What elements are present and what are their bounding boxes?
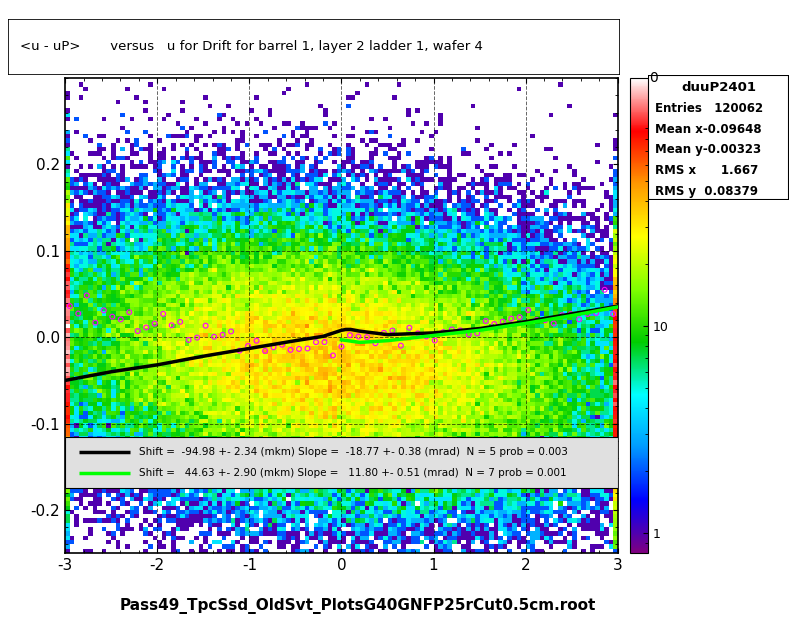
- Point: [258, 346, 271, 356]
- Point: [581, 309, 594, 319]
- Text: Entries   120062: Entries 120062: [655, 102, 763, 115]
- Point: [309, 337, 322, 347]
- Point: [149, 319, 161, 329]
- Point: [267, 342, 280, 352]
- Point: [394, 341, 407, 351]
- Text: Shift =   44.63 +- 2.90 (mkm) Slope =   11.80 +- 0.51 (mrad)  N = 7 prob = 0.001: Shift = 44.63 +- 2.90 (mkm) Slope = 11.8…: [139, 468, 567, 478]
- Point: [547, 319, 560, 329]
- Text: Pass49_TpcSsd_OldSvt_PlotsG40GNFP25rCut0.5cm.root: Pass49_TpcSsd_OldSvt_PlotsG40GNFP25rCut0…: [119, 598, 596, 614]
- Point: [564, 309, 577, 319]
- Text: Shift =  -94.98 +- 2.34 (mkm) Slope =  -18.77 +- 0.38 (mrad)  N = 5 prob = 0.003: Shift = -94.98 +- 2.34 (mkm) Slope = -18…: [139, 447, 568, 457]
- Point: [335, 341, 347, 351]
- Point: [89, 318, 102, 328]
- Point: [522, 305, 534, 315]
- Point: [590, 308, 603, 318]
- Point: [572, 314, 585, 324]
- Text: RMS x      1.667: RMS x 1.667: [655, 164, 758, 177]
- Point: [369, 338, 382, 348]
- Text: <u - uP>       versus   u for Drift for barrel 1, layer 2 ladder 1, wafer 4: <u - uP> versus u for Drift for barrel 1…: [20, 41, 483, 53]
- Point: [471, 329, 483, 339]
- Point: [284, 345, 297, 355]
- Point: [454, 326, 467, 336]
- Point: [72, 309, 84, 319]
- Point: [106, 312, 118, 322]
- Point: [530, 315, 543, 325]
- Point: [131, 326, 144, 336]
- Point: [293, 344, 305, 354]
- Point: [64, 301, 76, 311]
- Point: [361, 332, 374, 342]
- Point: [420, 331, 432, 341]
- Point: [327, 351, 339, 361]
- Point: [250, 336, 263, 346]
- Point: [98, 306, 111, 316]
- Point: [412, 328, 425, 338]
- Text: 0: 0: [650, 71, 658, 85]
- Point: [352, 331, 365, 341]
- Point: [225, 326, 238, 336]
- Text: RMS y  0.08379: RMS y 0.08379: [655, 185, 758, 198]
- Point: [429, 336, 441, 346]
- Point: [607, 309, 619, 319]
- Point: [505, 314, 518, 324]
- Point: [174, 317, 187, 327]
- Point: [242, 341, 254, 351]
- Point: [496, 317, 509, 327]
- Point: [386, 326, 399, 336]
- Point: [157, 309, 169, 319]
- Point: [301, 344, 314, 354]
- Point: [165, 320, 178, 330]
- Point: [343, 330, 356, 340]
- Text: Mean x-0.09648: Mean x-0.09648: [655, 122, 762, 136]
- Point: [378, 328, 390, 338]
- Point: [463, 329, 475, 339]
- Point: [140, 322, 153, 332]
- Point: [437, 327, 450, 337]
- Point: [479, 316, 492, 326]
- Point: [403, 322, 416, 332]
- Point: [80, 291, 93, 301]
- Point: [182, 335, 195, 345]
- Point: [539, 315, 552, 325]
- Point: [514, 312, 526, 322]
- Point: [276, 340, 289, 350]
- Point: [556, 310, 568, 320]
- Point: [233, 346, 246, 356]
- Point: [191, 332, 204, 342]
- Point: [123, 308, 136, 318]
- Point: [207, 332, 220, 342]
- Bar: [65, 436, 618, 488]
- Point: [445, 324, 458, 334]
- Point: [599, 285, 611, 295]
- Point: [318, 337, 331, 347]
- Text: Mean y-0.00323: Mean y-0.00323: [655, 144, 761, 156]
- Text: duuP2401: duuP2401: [681, 81, 756, 94]
- Point: [488, 319, 501, 329]
- Point: [216, 330, 229, 340]
- Point: [114, 314, 127, 324]
- Point: [200, 321, 212, 331]
